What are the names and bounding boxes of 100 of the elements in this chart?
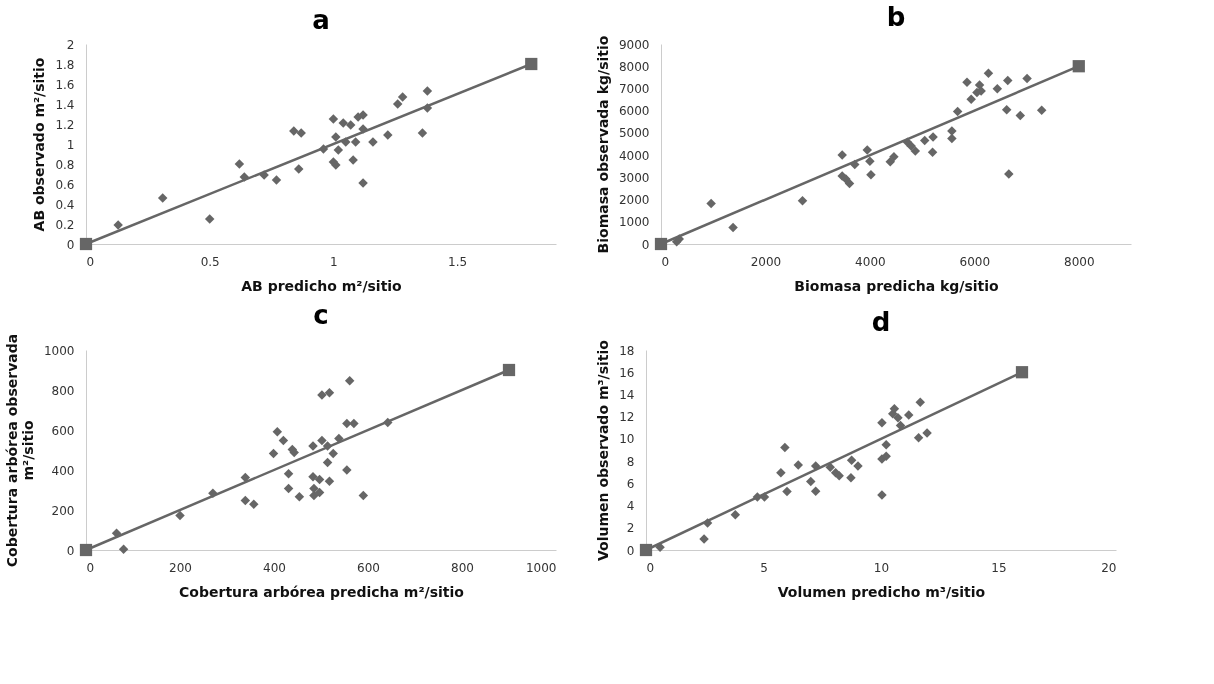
point [983,68,994,79]
point [392,99,403,109]
point [249,499,259,509]
point [1003,75,1013,86]
point [910,146,921,156]
y-tick-label: 3000 [618,170,650,185]
point [283,483,294,494]
y-tick-label: 9000 [618,37,650,52]
x-tick-label: 1000 [525,560,557,575]
point [345,120,356,130]
y-tick-label: 1.8 [55,57,75,72]
point [240,472,251,483]
y-tick-label: 4000 [618,148,650,163]
y-tick-label: 0 [66,543,75,558]
chart-title: d [871,306,891,337]
point [881,451,891,462]
point [79,237,93,251]
chart-title: b [886,2,906,33]
point [947,126,957,136]
point [328,114,339,124]
point [344,376,355,386]
point [175,510,185,521]
x-tick-label: 8000 [1064,254,1095,269]
point [322,457,333,468]
y-tick-label: 10 [619,432,635,447]
y-tick-label: 400 [51,463,75,478]
point [525,57,538,71]
y-tick-label: 0 [641,237,650,252]
point [240,495,251,506]
point [333,145,344,155]
point [1036,105,1047,115]
point [846,472,856,483]
y-tick-label: 200 [51,503,75,518]
point [1015,366,1029,379]
x-tick-label: 600 [357,560,380,575]
x-tick-label: 0 [86,254,95,269]
y-tick-label: 5000 [618,126,650,141]
chart-title: c [313,300,329,331]
point [903,410,914,420]
x-tick-label: 0 [86,560,95,575]
x-tick-label: 1.5 [448,254,468,269]
x-axis-title: Cobertura arbórea predicha m²/sitio [179,583,465,600]
text: m²/sitio [19,420,36,481]
y-tick-label: 0.6 [55,177,75,192]
point [706,198,716,209]
x-tick-label: 15 [991,560,1007,575]
x-tick-label: 800 [451,560,474,575]
point [1015,110,1026,121]
point [992,83,1003,94]
point [730,510,741,520]
y-tick-label: 6 [626,476,635,491]
point [314,474,325,485]
y-axis-title: AB observado m²/sitio [31,57,48,232]
point [397,92,408,102]
point [157,193,168,203]
y-tick-label: 1000 [618,215,650,230]
x-tick-label: 0.5 [200,254,220,269]
point [204,214,215,224]
point [350,137,361,147]
y-tick-label: 16 [619,365,635,380]
y-tick-label: 0 [626,543,635,558]
point [1072,60,1085,73]
x-tick-label: 10 [873,560,890,575]
x-tick-label: 4000 [855,254,886,269]
x-tick-label: 1 [330,254,338,269]
y-tick-label: 1 [66,137,75,152]
point [834,470,844,481]
y-tick-label: 6000 [618,104,650,119]
point [881,440,891,450]
point [889,151,899,162]
point [1022,73,1032,84]
point [324,476,335,486]
x-axis-title: Volumen predicho m³/sitio [777,583,986,600]
y-tick-label: 7000 [618,81,650,96]
point [927,147,938,157]
point [776,467,786,478]
point [283,469,294,479]
point [294,492,305,502]
point [866,169,876,180]
point [805,476,816,487]
point [654,237,668,251]
point [271,175,282,185]
x-tick-label: 5 [760,560,768,575]
point [349,418,359,429]
point [810,486,821,496]
point [328,448,338,459]
point [915,397,925,407]
point [919,135,930,146]
point [234,159,245,169]
point [728,222,738,233]
point [893,412,903,423]
x-tick-label: 200 [169,560,192,575]
point [278,435,289,446]
point [502,363,516,377]
point [79,543,93,557]
x-tick-label: 400 [263,560,286,575]
y-tick-label: 8 [626,454,635,469]
chart-title: a [312,5,330,35]
y-tick-label: 2 [66,37,75,52]
point [118,544,129,554]
